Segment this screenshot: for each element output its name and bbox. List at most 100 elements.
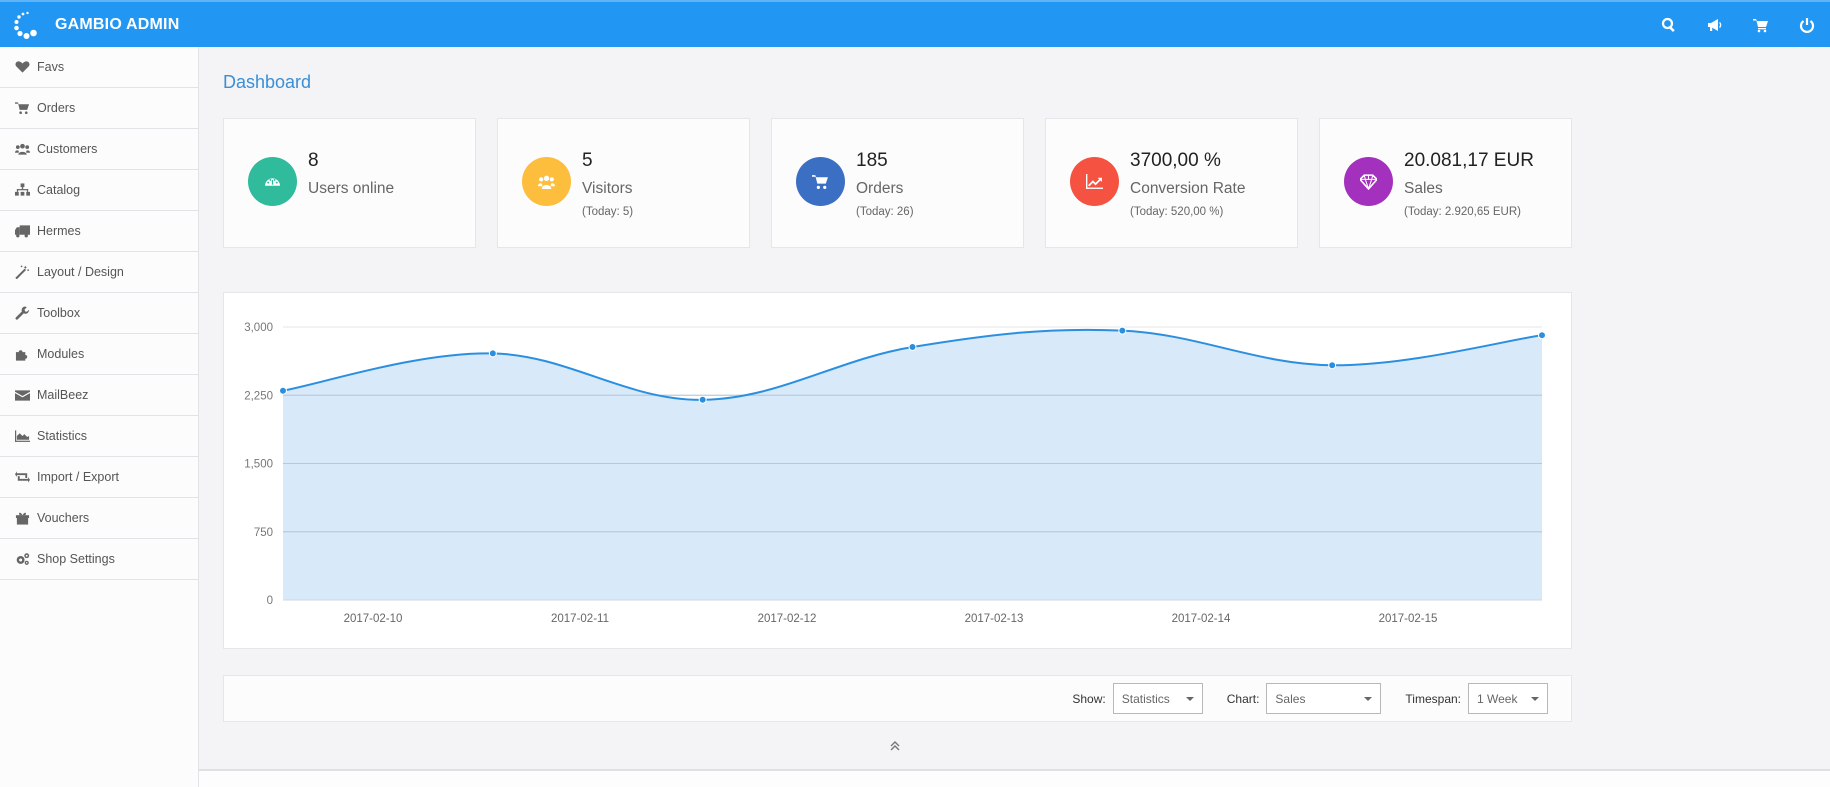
stat-value: 185: [856, 150, 888, 171]
stat-label: Visitors: [582, 180, 633, 197]
cart-icon: [14, 101, 30, 115]
y-axis-tick-label: 1,500: [244, 459, 273, 471]
heart-icon: [14, 60, 30, 74]
timespan-label: Timespan:: [1405, 691, 1461, 706]
sidebar-item-catalog[interactable]: Catalog: [0, 170, 198, 211]
stat-label: Orders: [856, 180, 904, 197]
collapse-toggle-button[interactable]: [889, 739, 905, 753]
app-title: GAMBIO ADMIN: [55, 15, 180, 33]
sidebar-item-statistics[interactable]: Statistics: [0, 416, 198, 457]
stat-sub: (Today: 5): [582, 206, 634, 218]
sidebar-item-label: Shop Settings: [37, 552, 115, 566]
sidebar: Favs Orders Customers Catalog Hermes Lay…: [0, 47, 199, 787]
stat-value: 5: [582, 150, 593, 171]
sidebar-item-label: Vouchers: [37, 511, 90, 525]
stat-label: Users online: [308, 180, 395, 197]
logo[interactable]: GAMBIO ADMIN: [0, 2, 179, 47]
stat-sub: (Today: 520,00 %): [1130, 206, 1224, 218]
stat-value: 8: [308, 150, 319, 171]
stat-card-sales[interactable]: 20.081,17 EUR Sales (Today: 2.920,65 EUR…: [1319, 118, 1572, 248]
stat-icon-circle: [522, 157, 571, 206]
chart-data-point[interactable]: [279, 386, 287, 395]
show-filter: Show: Statistics: [1072, 683, 1203, 714]
y-axis-tick-label: 750: [254, 527, 273, 539]
chart-filter: Chart: Sales: [1227, 683, 1382, 714]
sidebar-item-customers[interactable]: Customers: [0, 129, 198, 170]
sidebar-item-favs[interactable]: Favs: [0, 47, 198, 88]
truck-icon: [14, 224, 30, 238]
chevron-down-icon: [1531, 696, 1539, 701]
gears-icon: [14, 552, 30, 566]
users-icon: [538, 175, 555, 189]
stat-icon-circle: [248, 157, 297, 206]
stat-card-users-online[interactable]: 8 Users online: [223, 118, 476, 248]
cart-icon: [812, 175, 828, 189]
sidebar-item-import-export[interactable]: Import / Export: [0, 457, 198, 498]
diamond-icon: [1360, 174, 1377, 190]
double-chevron-up-icon: [890, 741, 900, 751]
stat-icon-circle: [1344, 157, 1393, 206]
sidebar-item-modules[interactable]: Modules: [0, 334, 198, 375]
chart-data-point[interactable]: [698, 395, 707, 404]
show-label: Show:: [1072, 691, 1106, 706]
chevron-down-icon: [1185, 696, 1194, 701]
sidebar-item-label: Hermes: [37, 224, 81, 238]
sidebar-item-vouchers[interactable]: Vouchers: [0, 498, 198, 539]
line-chart-icon: [1086, 174, 1103, 189]
chart-label: Chart:: [1226, 691, 1260, 706]
sidebar-item-layout-design[interactable]: Layout / Design: [0, 252, 198, 293]
stat-label: Conversion Rate: [1130, 180, 1246, 197]
cart-button[interactable]: [1738, 2, 1784, 47]
x-axis-tick-label: 2017-02-13: [965, 613, 1024, 625]
search-icon: [1661, 17, 1675, 32]
chart-area-fill: [283, 329, 1542, 600]
chart-select-value: Sales: [1275, 691, 1306, 706]
x-axis-tick-label: 2017-02-10: [344, 613, 403, 625]
power-icon: [1799, 17, 1815, 33]
dashboard-gauge-icon: [265, 178, 280, 186]
x-axis-tick-label: 2017-02-14: [1172, 613, 1231, 625]
sidebar-item-label: Layout / Design: [37, 265, 124, 279]
sidebar-item-toolbox[interactable]: Toolbox: [0, 293, 198, 334]
sidebar-item-hermes[interactable]: Hermes: [0, 211, 198, 252]
x-axis-tick-label: 2017-02-11: [551, 613, 609, 625]
timespan-select[interactable]: 1 Week: [1468, 683, 1548, 714]
search-button[interactable]: [1646, 2, 1692, 47]
timespan-filter: Timespan: 1 Week: [1405, 683, 1548, 714]
chevron-down-icon: [1364, 696, 1373, 701]
top-navbar: GAMBIO ADMIN: [0, 0, 1830, 47]
sidebar-item-orders[interactable]: Orders: [0, 88, 198, 129]
chart-data-point[interactable]: [1328, 361, 1337, 370]
top-actions: [1646, 2, 1830, 47]
stat-sub: (Today: 26): [856, 206, 914, 218]
y-axis-tick-label: 3,000: [244, 322, 273, 334]
sidebar-item-mailbeez[interactable]: MailBeez: [0, 375, 198, 416]
sales-area-chart[interactable]: 0 750 1,500 2,250 3,000 2017-02-10 2017-02-11 2…: [224, 293, 1573, 650]
chart-data-point[interactable]: [488, 349, 497, 358]
retweet-icon: [14, 470, 30, 484]
magic-wand-icon: [14, 265, 30, 279]
chart-filter-bar: Show: Statistics Chart: Sales Timespan: …: [223, 675, 1572, 722]
chart-select[interactable]: Sales: [1266, 683, 1382, 714]
chart-data-point[interactable]: [908, 343, 917, 352]
stat-card-orders[interactable]: 185 Orders (Today: 26): [771, 118, 1024, 248]
chart-data-point[interactable]: [1538, 331, 1546, 340]
megaphone-icon: [1708, 18, 1722, 31]
sidebar-item-label: Statistics: [37, 429, 88, 443]
stat-card-conversion-rate[interactable]: 3700,00 % Conversion Rate (Today: 520,00…: [1045, 118, 1298, 248]
stat-card-visitors[interactable]: 5 Visitors (Today: 5): [497, 118, 750, 248]
stat-icon-circle: [796, 157, 845, 206]
chart-data-point[interactable]: [1118, 326, 1127, 335]
sidebar-item-label: Customers: [37, 142, 98, 156]
sidebar-item-shop-settings[interactable]: Shop Settings: [0, 539, 198, 580]
stat-label: Sales: [1404, 180, 1443, 197]
page-title: Dashboard: [223, 72, 312, 92]
logout-button[interactable]: [1784, 2, 1830, 47]
stat-value: 3700,00 %: [1130, 150, 1221, 171]
announcements-button[interactable]: [1692, 2, 1738, 47]
cart-icon: [1753, 18, 1768, 32]
gambio-spinner-logo-icon: [14, 11, 37, 39]
sidebar-item-label: Catalog: [37, 183, 81, 197]
stat-icon-circle: [1070, 157, 1119, 206]
show-select[interactable]: Statistics: [1112, 683, 1203, 714]
